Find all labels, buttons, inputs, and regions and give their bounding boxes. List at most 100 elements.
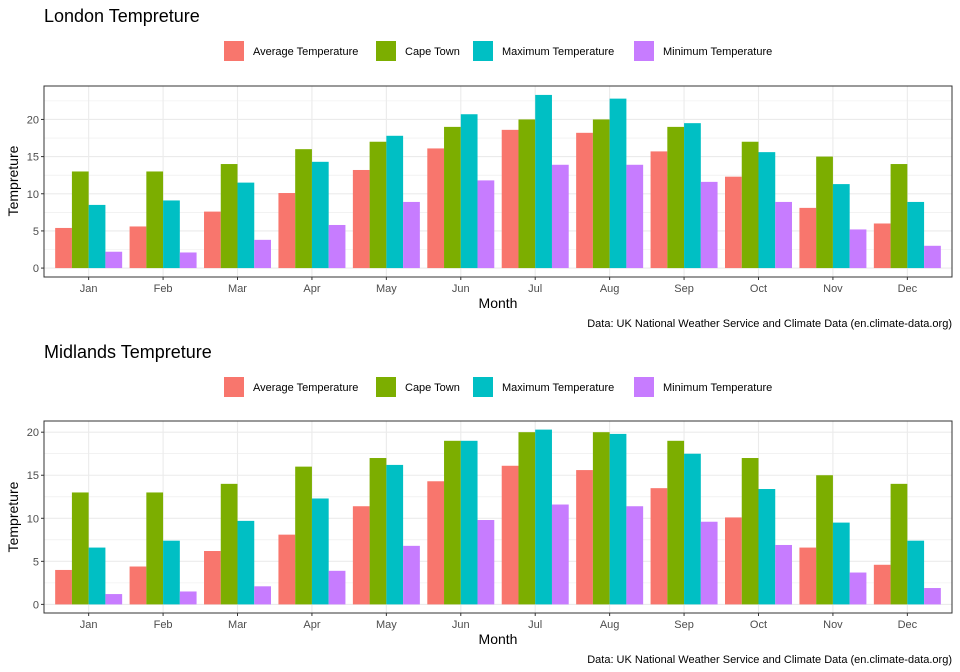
- bar: [518, 432, 536, 605]
- chart-title: Midlands Tempreture: [44, 342, 212, 362]
- x-tick-label: Aug: [600, 619, 620, 631]
- x-tick-label: Jun: [452, 619, 470, 631]
- bar: [741, 458, 759, 605]
- bar: [328, 224, 346, 269]
- bar: [295, 466, 312, 605]
- bar: [146, 171, 164, 269]
- legend: Average Temperature Cape Town Maximum Temp…: [224, 377, 772, 397]
- bar: [799, 547, 817, 605]
- bar: [758, 489, 776, 605]
- legend-label: Minimum Temperature: [663, 382, 772, 394]
- x-tick-label: Dec: [898, 283, 918, 295]
- x-tick-label: Oct: [750, 283, 767, 295]
- bar: [775, 201, 792, 269]
- bar: [576, 470, 593, 605]
- y-axis: 0 5 10 15 20: [27, 114, 44, 275]
- legend-item: Maximum Temperature: [473, 377, 614, 397]
- bar: [924, 245, 941, 269]
- bar: [907, 540, 925, 605]
- x-axis: Jan Feb Mar Apr May Jun Jul Aug Sep Oct Nov Dec: [80, 277, 918, 295]
- x-tick-label: Aug: [600, 283, 620, 295]
- bar: [146, 492, 164, 605]
- bar: [684, 123, 701, 269]
- bar: [386, 135, 404, 269]
- legend-label: Cape Town: [405, 46, 460, 58]
- legend-label: Maximum Temperature: [502, 46, 614, 58]
- bar: [55, 569, 72, 605]
- bar: [700, 181, 718, 269]
- x-tick-label: Apr: [303, 283, 320, 295]
- x-tick-label: Mar: [228, 283, 247, 295]
- bar: [849, 229, 867, 269]
- x-tick-label: Jul: [528, 283, 542, 295]
- bar: [427, 148, 445, 269]
- y-tick-label: 10: [27, 513, 39, 525]
- midlands-chart: Midlands Tempreture Average Temperature C…: [5, 342, 953, 666]
- legend-swatch: [634, 41, 654, 61]
- bar: [477, 520, 495, 605]
- legend-item: Minimum Temperature: [634, 41, 772, 61]
- bar: [179, 252, 197, 269]
- y-tick-label: 5: [33, 226, 39, 238]
- y-axis-title: Tempreture: [5, 481, 21, 552]
- bar: [204, 211, 221, 269]
- x-tick-label: Jan: [80, 283, 98, 295]
- bar: [626, 506, 644, 605]
- y-tick-label: 20: [27, 427, 39, 439]
- x-tick-label: Feb: [154, 619, 173, 631]
- legend-item: Average Temperature: [224, 377, 358, 397]
- bar: [609, 433, 627, 605]
- bar: [518, 119, 536, 269]
- bar: [725, 176, 742, 269]
- legend-swatch: [376, 377, 396, 397]
- bar: [237, 520, 255, 605]
- x-axis-title: Month: [479, 295, 518, 311]
- bar: [924, 588, 941, 605]
- bar: [873, 564, 891, 605]
- bar: [311, 161, 329, 269]
- bar: [163, 540, 180, 605]
- chart-caption: Data: UK National Weather Service and Cl…: [587, 318, 952, 330]
- bar: [220, 164, 238, 269]
- bar: [386, 464, 404, 605]
- x-tick-label: Nov: [823, 619, 843, 631]
- legend-item: Average Temperature: [224, 41, 358, 61]
- y-tick-label: 0: [33, 599, 39, 611]
- bar: [403, 545, 420, 605]
- plot-border: [43, 85, 953, 278]
- bar: [105, 251, 123, 269]
- legend-swatch: [473, 377, 493, 397]
- legend-label: Minimum Temperature: [663, 46, 772, 58]
- bar: [55, 227, 72, 269]
- bar: [832, 522, 850, 605]
- x-tick-label: Nov: [823, 283, 843, 295]
- bar: [890, 164, 908, 269]
- bar: [799, 207, 817, 269]
- bar: [369, 458, 387, 605]
- bar: [650, 488, 668, 605]
- legend-swatch: [224, 377, 244, 397]
- bar: [535, 429, 552, 605]
- bar: [129, 226, 147, 269]
- legend-swatch: [376, 41, 396, 61]
- bar: [71, 492, 89, 605]
- bar: [775, 544, 792, 605]
- bar: [295, 149, 312, 269]
- bar: [535, 94, 552, 269]
- chart-caption: Data: UK National Weather Service and Cl…: [587, 654, 952, 666]
- y-tick-label: 15: [27, 152, 39, 164]
- bar: [725, 517, 742, 605]
- y-axis-title: Tempreture: [5, 145, 21, 216]
- x-tick-label: Sep: [674, 619, 694, 631]
- x-tick-label: Jul: [528, 619, 542, 631]
- x-axis: Jan Feb Mar Apr May Jun Jul Aug Sep Oct Nov Dec: [80, 613, 918, 631]
- y-axis: 0 5 10 15 20: [27, 427, 44, 611]
- bar: [369, 141, 387, 269]
- bar: [311, 498, 329, 605]
- y-tick-label: 5: [33, 556, 39, 568]
- x-tick-label: Mar: [228, 619, 247, 631]
- bar: [741, 141, 759, 269]
- bar: [700, 521, 718, 605]
- bar: [444, 440, 461, 605]
